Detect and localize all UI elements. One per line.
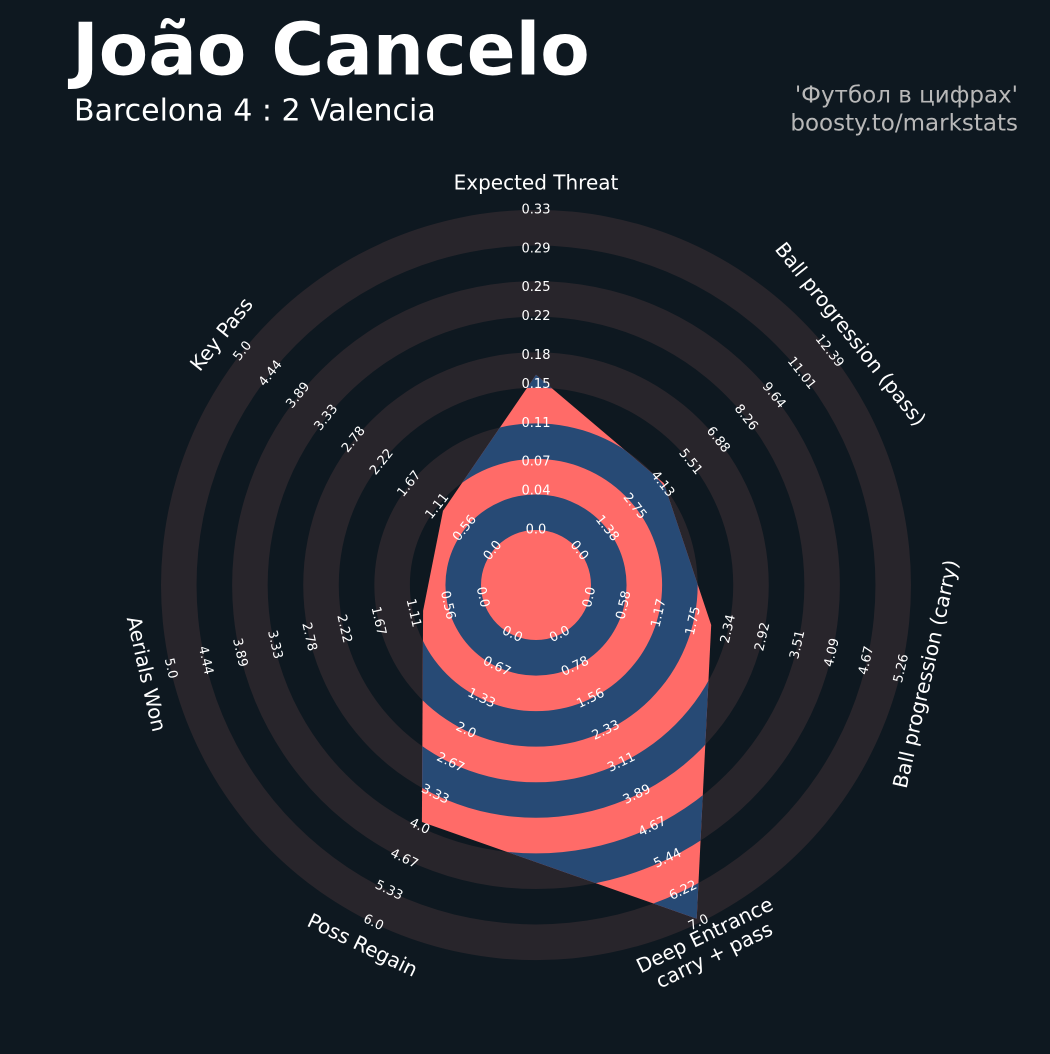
tick-label: 4.44: [195, 645, 216, 677]
tick-label: 1.67: [368, 605, 389, 637]
tick-label: 0.0: [526, 523, 547, 538]
tick-label: 0.22: [522, 309, 551, 324]
credit: boosty.to/markstats: [790, 111, 1018, 137]
tick-label: 4.09: [822, 637, 843, 669]
tick-label: 2.78: [298, 621, 319, 653]
tick-label: 1.17: [648, 597, 669, 629]
tick-label: 2.92: [752, 621, 773, 653]
tick-label: 5.0: [161, 657, 180, 681]
tick-label: 0.58: [613, 589, 634, 621]
axis-label: Expected Threat: [454, 171, 619, 195]
chart-subtitle: Barcelona 4 : 2 Valencia: [74, 94, 436, 129]
tick-label: 0.29: [522, 241, 551, 256]
tick-label: 0.0: [473, 585, 492, 609]
radar-polygon-band: [421, 374, 712, 919]
chart-title: João Cancelo: [67, 8, 590, 92]
tick-label: 0.07: [522, 455, 551, 470]
tick-label: 2.22: [333, 613, 354, 645]
tick-label: 2.34: [718, 613, 739, 645]
tick-label: 3.33: [264, 629, 285, 661]
tick-label: 0.25: [522, 280, 551, 295]
radar-area: [421, 374, 712, 919]
credit: 'Футбол в цифрах': [795, 83, 1018, 109]
tick-label: 0.11: [522, 416, 551, 431]
tick-label: 0.18: [522, 348, 551, 363]
tick-label: 5.26: [891, 653, 912, 685]
tick-label: 3.89: [229, 637, 250, 669]
tick-label: 0.0: [580, 585, 599, 609]
tick-label: 0.33: [522, 203, 551, 218]
tick-label: 4.67: [856, 645, 877, 677]
tick-label: 1.75: [683, 605, 704, 637]
tick-label: 0.04: [522, 484, 551, 499]
tick-label: 0.56: [437, 589, 458, 621]
tick-label: 3.51: [787, 629, 808, 661]
tick-label: 1.11: [403, 597, 424, 629]
tick-label: 0.15: [522, 377, 551, 392]
